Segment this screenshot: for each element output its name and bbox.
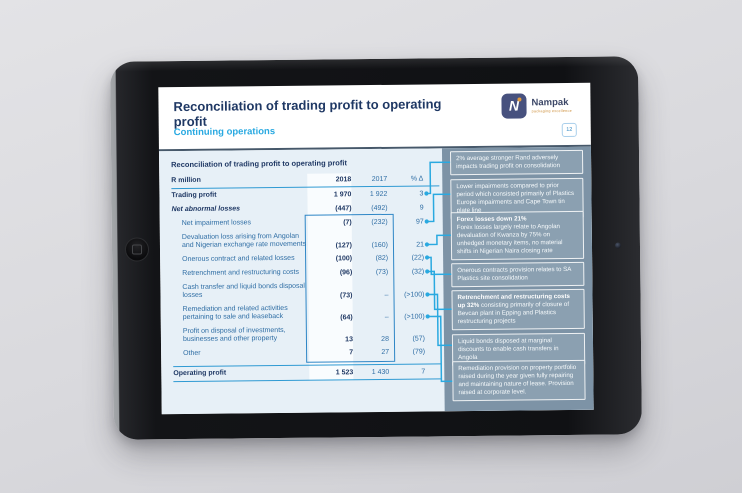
page-title: Reconciliation of trading profit to oper…	[173, 96, 442, 130]
row-value-pct: 9	[419, 203, 424, 212]
callout-text: Onerous contracts provision relates to S…	[457, 265, 572, 283]
row-value-2018: 1 970	[333, 190, 352, 198]
row-value-2017: 28	[381, 335, 389, 343]
reconciliation-table: Reconciliation of trading profit to oper…	[171, 156, 442, 383]
callout-remediation-provision: Remediation provision on property portfo…	[452, 359, 586, 402]
slide-content: Reconciliation of trading profit to oper…	[158, 146, 594, 415]
row-value-2017: (232)	[371, 218, 388, 226]
row-value-pct: (79)	[412, 347, 426, 356]
page-subtitle: Continuing operations	[173, 126, 276, 139]
callout-text: Liquid bonds disposed at marginal discou…	[457, 337, 559, 362]
row-label: Profit on disposal of investments, busin…	[182, 326, 286, 344]
row-value-2017: 1 922	[369, 190, 388, 198]
row-value-2018: (100)	[335, 254, 353, 262]
callout-text: Forex losses largely relate to Angolan d…	[456, 223, 563, 256]
home-button-icon	[131, 244, 143, 255]
row-value-pct: 97	[415, 217, 424, 226]
front-camera	[614, 242, 622, 249]
col-header-pct-delta: % Δ	[410, 175, 424, 183]
row-label: Onerous contract and related losses	[182, 254, 295, 263]
row-value-pct: (>100)	[404, 313, 425, 321]
row-label: Remediation and related activities perta…	[182, 304, 288, 322]
callout-onerous-contracts: Onerous contracts provision relates to S…	[451, 261, 585, 288]
logo-tagline: packaging excellence	[531, 108, 572, 114]
table-row-profit-on-disposal: Profit on disposal of investments, busin…	[173, 322, 441, 347]
row-value-pct: (57)	[412, 335, 425, 343]
row-label: Other	[183, 349, 201, 357]
callout-rand-impact: 2% average stronger Rand adversely impac…	[449, 149, 584, 176]
page-number-badge: 12	[561, 122, 577, 138]
row-label: Trading profit	[171, 191, 217, 199]
nampak-logo-icon: N	[501, 93, 527, 119]
logo-brand-text: Nampak	[531, 96, 569, 109]
slide-screen: Reconciliation of trading profit to oper…	[158, 82, 594, 415]
row-value-pct: 3	[419, 190, 424, 198]
row-value-2018: (7)	[343, 218, 352, 226]
row-value-2018: 1 523	[335, 368, 354, 376]
row-value-pct: (22)	[411, 253, 425, 262]
callout-text: Lower impairments compared to prior peri…	[456, 182, 575, 215]
row-label: Net abnormal losses	[171, 205, 241, 213]
table-row-devaluation-loss: Devaluation loss arising from Angolan an…	[172, 228, 440, 253]
row-value-2018: (96)	[339, 268, 353, 276]
row-value-pct: 21	[416, 241, 425, 249]
nampak-logo: N Nampak packaging excellence	[501, 93, 587, 124]
row-value-2018: 13	[345, 336, 353, 344]
commentary-panel: 2% average stronger Rand adversely impac…	[441, 146, 594, 412]
row-label: Net impairment losses	[181, 218, 252, 227]
table-row-remediation: Remediation and related activities perta…	[173, 300, 441, 325]
callout-forex-losses: Forex losses down 21% Forex losses largel…	[450, 210, 585, 261]
row-value-2018: (127)	[335, 242, 353, 250]
row-value-2017: (82)	[375, 254, 389, 262]
tablet-device: Reconciliation of trading profit to oper…	[110, 56, 642, 440]
table-row-cash-transfer: Cash transfer and liquid bonds disposal …	[172, 278, 440, 303]
row-value-pct: 7	[421, 367, 426, 376]
col-header-rmillion: R million	[171, 176, 201, 185]
table-row-operating-profit: Operating profit 1 523 1 430 7	[173, 363, 442, 383]
callout-text: 2% average stronger Rand adversely impac…	[456, 154, 561, 171]
col-header-2018: 2018	[335, 176, 352, 184]
row-value-pct: (>100)	[404, 291, 425, 299]
col-header-2017: 2017	[371, 175, 388, 184]
row-label: Retrenchment and restructuring costs	[182, 268, 300, 277]
row-value-2017: 27	[381, 348, 390, 356]
row-value-2018: (64)	[340, 314, 353, 322]
home-button[interactable]	[124, 237, 150, 262]
row-value-2017: (492)	[371, 204, 388, 212]
row-value-2018: (447)	[335, 204, 352, 212]
row-value-2018: 7	[349, 348, 354, 356]
callout-retrenchment-costs: Retrenchment and restructuring costs up …	[451, 288, 585, 331]
row-label: Cash transfer and liquid bonds disposal …	[182, 282, 306, 300]
row-value-2017: 1 430	[371, 368, 390, 376]
row-value-2018: (73)	[340, 292, 353, 300]
row-label: Operating profit	[173, 369, 227, 377]
row-value-2017: –	[384, 291, 389, 299]
row-value-2017: (73)	[375, 268, 389, 276]
row-value-pct: (32)	[411, 267, 425, 276]
row-value-2017: –	[384, 313, 389, 321]
row-value-2017: (160)	[371, 241, 389, 250]
row-label: Devaluation loss arising from Angolan an…	[181, 232, 307, 250]
callout-text: Remediation provision on property portfo…	[458, 363, 577, 397]
logo-orange-dot-icon	[517, 97, 522, 102]
